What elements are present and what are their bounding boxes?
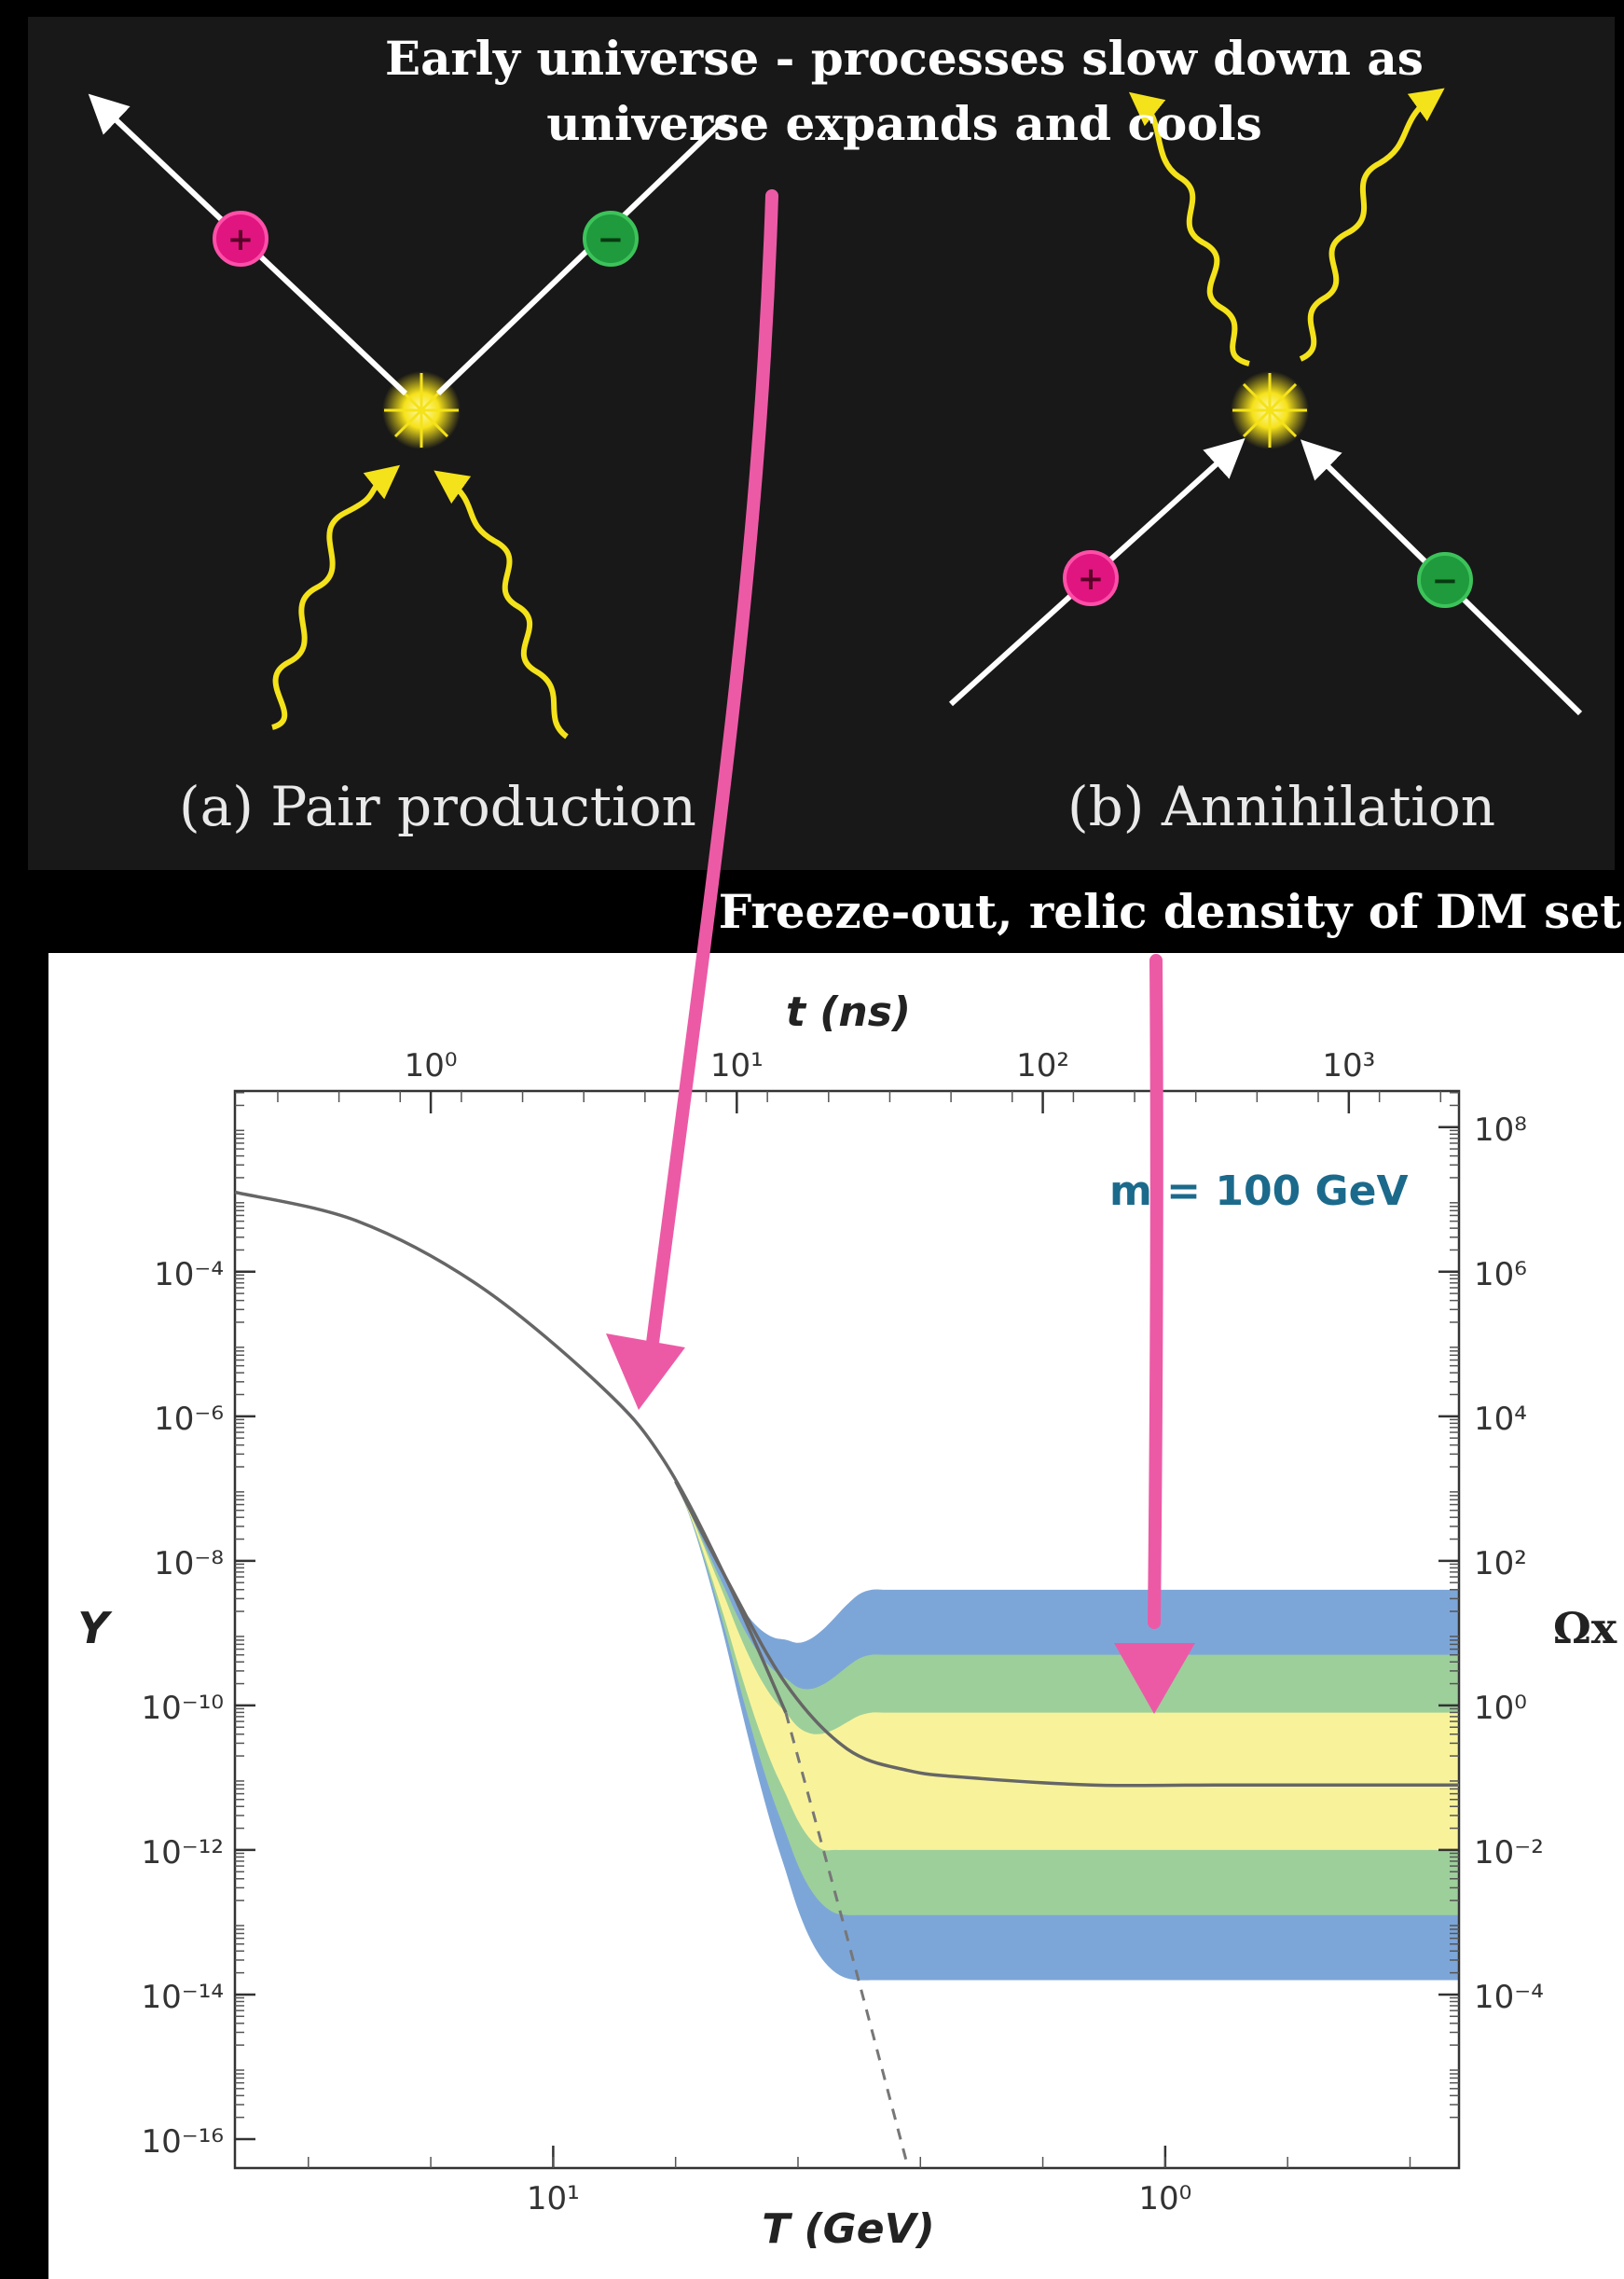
x-top-tick-label: 10¹ [710,1047,764,1084]
freeze-out-annotation: Freeze-out, relic density of DM set [719,884,1621,939]
y-right-tick-label: 10⁸ [1474,1112,1527,1149]
pair-production-diagram: + − (a) Pair production [88,93,730,838]
y-tick-label: 10⁻⁴ [154,1256,224,1293]
annihilation-electron [1417,552,1473,608]
y-right-axis-label: Ωx [1553,1603,1617,1653]
x-bottom-tick-label: 10⁰ [1138,2180,1191,2217]
x-top-tick-label: 10⁰ [405,1047,458,1084]
electron-track [435,114,730,396]
y-tick-label: 10⁻⁶ [154,1401,224,1438]
band-yellow [675,1483,1459,1851]
y-right-tick-label: 10⁴ [1474,1401,1527,1438]
equilibrium-dashed-curve [784,1712,910,2169]
pair-production-caption: (a) Pair production [179,775,696,838]
annihilation-caption: (b) Annihilation [1067,775,1495,838]
y-right-tick-label: 10⁰ [1474,1690,1527,1727]
photon-outgoing-left [1128,91,1250,366]
x-top-axis-label: t (ns) [786,988,911,1036]
y-tick-label: 10⁻⁸ [154,1545,224,1582]
x-bottom-tick-label: 10¹ [527,2180,580,2217]
y-tick-label: 10⁻¹⁶ [142,2123,224,2161]
y-tick-label: 10⁻¹⁰ [142,1690,224,1727]
photon-incoming-left [271,464,401,730]
early-universe-arrow [606,189,778,1410]
annihilation-positron [1063,550,1119,606]
electron [583,211,639,267]
relic-density-chart: 10⁻⁴ 10⁻⁶ 10⁻⁸ 10⁻¹⁰ 10⁻¹² 10⁻¹⁴ 10⁻¹⁶ 10⁸ 10⁶ 10… [142,1047,1544,2217]
photon-outgoing-right [1299,88,1445,362]
x-top-tick-label: 10² [1016,1047,1069,1084]
early-universe-annotation-line1: Early universe - processes slow down as [385,31,1424,86]
positron [213,211,268,267]
relic-abundance-curve [674,1480,1459,1788]
freeze-out-arrow [1114,954,1195,1714]
x-bottom-axis-label: T (GeV) [762,2205,935,2253]
y-right-tick-label: 10² [1474,1545,1527,1582]
photon-incoming-right [434,470,569,739]
y-right-tick-label: 10⁻² [1474,1834,1544,1872]
y-right-tick-label: 10⁶ [1474,1256,1527,1293]
electron-sign: − [598,221,625,258]
y-axis-label: Y [77,1603,113,1653]
annihilation-diagram: + − (b) Annihilation [948,88,1583,838]
y-right-tick-label: 10⁻⁴ [1474,1979,1544,2016]
y-tick-label: 10⁻¹² [142,1834,224,1872]
y-tick-label: 10⁻¹⁴ [142,1979,224,2016]
x-top-tick-label: 10³ [1322,1047,1375,1084]
plot-frame [233,1089,1461,2170]
early-universe-annotation-line2: universe expands and cools [546,96,1262,151]
positron-sign: + [227,221,255,258]
annihilation-positron-sign: + [1078,560,1105,598]
annihilation-electron-sign: − [1432,562,1459,600]
diagram-panel [28,17,1615,870]
